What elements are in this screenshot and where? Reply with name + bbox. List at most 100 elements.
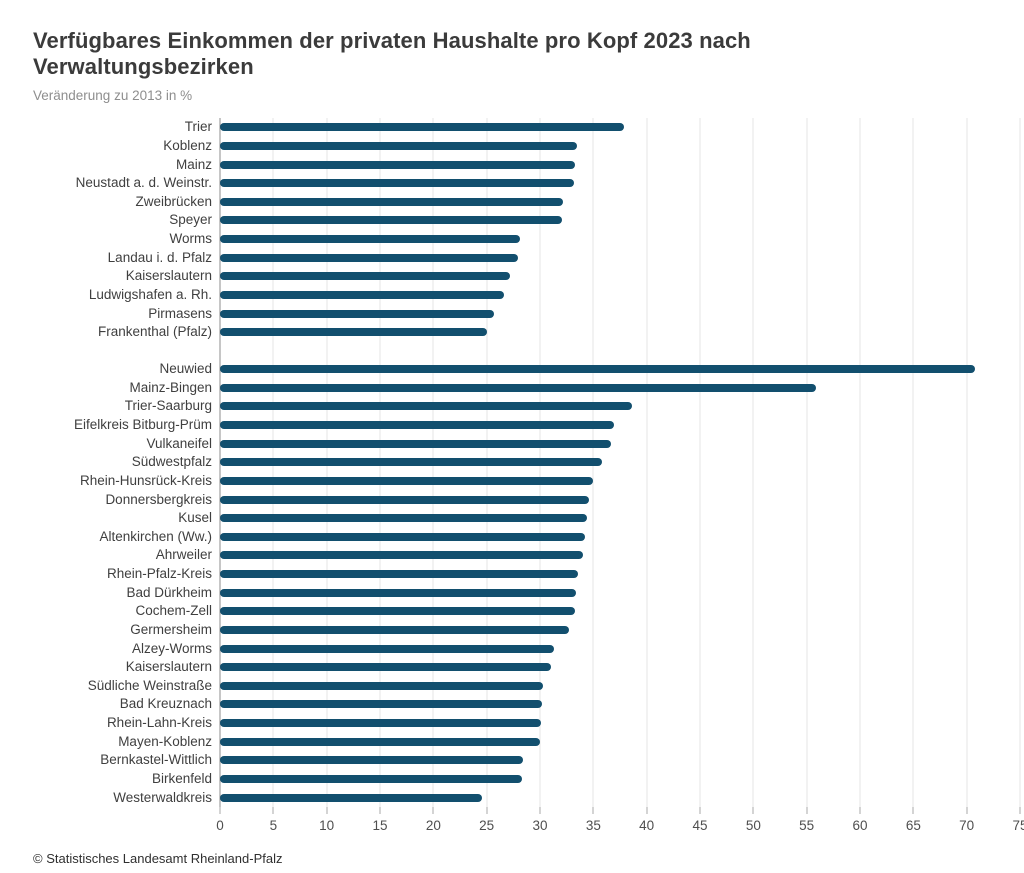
bar bbox=[220, 774, 522, 783]
tick-mark bbox=[859, 806, 861, 814]
bar-track bbox=[220, 472, 1020, 491]
bar-track bbox=[220, 323, 1020, 342]
tick-label: 45 bbox=[692, 817, 708, 833]
bar-row: Rhein-Lahn-Kreis bbox=[33, 714, 1024, 733]
bar-row: Neustadt a. d. Weinstr. bbox=[33, 174, 1024, 193]
bar-track bbox=[220, 583, 1020, 602]
bar-track bbox=[220, 137, 1020, 156]
bar bbox=[220, 402, 632, 411]
bar bbox=[220, 421, 614, 430]
category-label: Südliche Weinstraße bbox=[87, 677, 212, 693]
x-axis-tick-labels: 0 5 10 15 20 25 30 35 40 45 50 55 60 65 70 75 bbox=[216, 817, 1024, 834]
bar-row: Bad Dürkheim bbox=[33, 583, 1024, 602]
tick-label: 55 bbox=[799, 817, 815, 833]
bar-track bbox=[220, 621, 1020, 640]
bar bbox=[220, 532, 585, 541]
bar-track bbox=[220, 658, 1020, 677]
category-label: Worms bbox=[169, 231, 213, 247]
bar bbox=[220, 235, 520, 244]
category-label: Ludwigshafen a. Rh. bbox=[88, 286, 212, 302]
tick-mark bbox=[806, 806, 808, 814]
bar-track bbox=[220, 360, 1020, 379]
category-label: Mayen-Koblenz bbox=[118, 733, 212, 749]
bar-track bbox=[220, 695, 1020, 714]
bar-row: Mainz bbox=[33, 155, 1024, 174]
bar-row: Donnersbergkreis bbox=[33, 490, 1024, 509]
tick-mark bbox=[379, 806, 381, 814]
bar-row: Kaiserslautern bbox=[33, 267, 1024, 286]
bar-track bbox=[220, 416, 1020, 435]
bar-track bbox=[220, 379, 1020, 398]
bar-row: Germersheim bbox=[33, 621, 1024, 640]
category-label: Germersheim bbox=[130, 621, 212, 637]
tick-label: 5 bbox=[269, 817, 278, 833]
tick-mark bbox=[912, 806, 914, 814]
category-label: Trier bbox=[184, 119, 212, 135]
tick-mark bbox=[326, 806, 328, 814]
category-label: Pirmasens bbox=[148, 305, 212, 321]
bar bbox=[220, 216, 563, 225]
bar-track bbox=[220, 490, 1020, 509]
category-label: Westerwaldkreis bbox=[113, 789, 212, 805]
tick-label: 25 bbox=[479, 817, 495, 833]
tick-label: 60 bbox=[852, 817, 868, 833]
tick-label: 10 bbox=[319, 817, 335, 833]
bar-track bbox=[220, 248, 1020, 267]
tick-mark bbox=[539, 806, 541, 814]
chart-title: Verfügbares Einkommen der privaten Haush… bbox=[33, 28, 751, 79]
bar bbox=[220, 663, 551, 672]
category-label: Landau i. d. Pfalz bbox=[107, 249, 212, 265]
bar bbox=[220, 700, 543, 709]
bar-track bbox=[220, 751, 1020, 770]
bar bbox=[220, 588, 577, 597]
bar-row: Vulkaneifel bbox=[33, 434, 1024, 453]
bar bbox=[220, 197, 564, 206]
category-label: Alzey-Worms bbox=[131, 640, 212, 656]
bar bbox=[220, 495, 590, 504]
bar bbox=[220, 290, 504, 299]
bar bbox=[220, 625, 569, 634]
bar bbox=[220, 179, 575, 188]
tick-label: 40 bbox=[639, 817, 655, 833]
x-axis-ticks bbox=[219, 806, 1021, 815]
category-label: Donnersbergkreis bbox=[105, 491, 212, 507]
tick-mark bbox=[272, 806, 274, 814]
tick-label: 50 bbox=[745, 817, 761, 833]
tick-mark bbox=[699, 806, 701, 814]
bar-track bbox=[220, 528, 1020, 547]
bar-row: Westerwaldkreis bbox=[33, 788, 1024, 807]
category-label: Frankenthal (Pfalz) bbox=[97, 324, 212, 340]
tick-mark bbox=[752, 806, 754, 814]
bar-track bbox=[220, 453, 1020, 472]
bar bbox=[220, 644, 554, 653]
tick-label: 75 bbox=[1012, 817, 1024, 833]
bar bbox=[220, 793, 483, 802]
bar-row: Pirmasens bbox=[33, 304, 1024, 323]
bar-row: Trier bbox=[33, 118, 1024, 137]
category-label: Birkenfeld bbox=[151, 770, 212, 786]
bar-row: Altenkirchen (Ww.) bbox=[33, 528, 1024, 547]
bar-track bbox=[220, 155, 1020, 174]
bar-track bbox=[220, 677, 1020, 696]
category-label: Mainz bbox=[175, 156, 212, 172]
bar-rows: Trier Koblenz Mainz Neustadt a. d. Weinstr.… bbox=[33, 118, 1024, 807]
bar-track bbox=[220, 546, 1020, 565]
bar bbox=[220, 737, 540, 746]
bar-row: Birkenfeld bbox=[33, 770, 1024, 789]
category-label: Vulkaneifel bbox=[146, 435, 212, 451]
bar-track bbox=[220, 565, 1020, 584]
category-label: Koblenz bbox=[163, 137, 212, 153]
bar-track bbox=[220, 211, 1020, 230]
tick-label: 0 bbox=[216, 817, 224, 833]
bar-row: Kaiserslautern bbox=[33, 658, 1024, 677]
bar-row: Trier-Saarburg bbox=[33, 397, 1024, 416]
bar-track bbox=[220, 193, 1020, 212]
group-spacer bbox=[33, 342, 1024, 360]
chart-subtitle: Veränderung zu 2013 in % bbox=[33, 88, 193, 103]
tick-mark bbox=[646, 806, 648, 814]
bar-row: Koblenz bbox=[33, 137, 1024, 156]
category-label: Speyer bbox=[169, 212, 212, 228]
tick-mark bbox=[1019, 806, 1021, 814]
tick-label: 70 bbox=[959, 817, 975, 833]
bar-row: Ludwigshafen a. Rh. bbox=[33, 286, 1024, 305]
